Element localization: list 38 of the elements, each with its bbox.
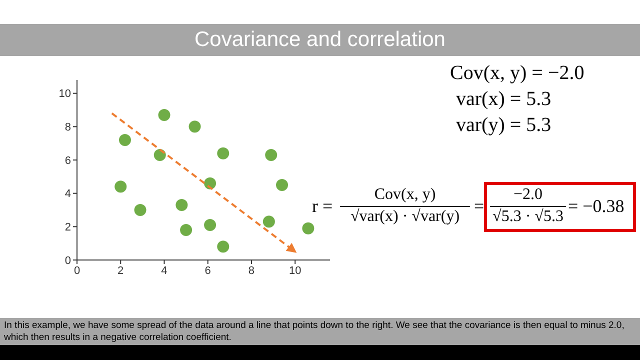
text: var(x) = 5.3 [456, 88, 552, 111]
point [265, 149, 278, 161]
point [114, 180, 127, 193]
text: Cov(x, y) [373, 186, 437, 204]
point [176, 199, 188, 211]
text: Cov(x, y) = −2.0 [450, 62, 584, 85]
text: = [474, 196, 484, 217]
text: √5.3 · √5.3 [490, 206, 566, 226]
x-tick-label: 4 [161, 264, 168, 277]
point [118, 134, 131, 146]
point [217, 240, 230, 253]
chart-title: Covariance and correlation [0, 24, 640, 56]
x-tick-label: 8 [248, 264, 255, 277]
y-tick-label: 4 [64, 188, 71, 200]
y-tick-label: 0 [64, 254, 71, 267]
point [262, 216, 275, 228]
point [134, 204, 146, 216]
point [302, 222, 314, 234]
point [180, 224, 192, 236]
text: −2.0 [512, 186, 544, 204]
x-tick-label: 2 [118, 264, 124, 277]
x-tick-label: 0 [74, 264, 80, 277]
text: √var(x) · √var(y) [340, 206, 470, 226]
y-tick-label: 8 [64, 122, 71, 134]
y-tick-label: 2 [64, 222, 71, 234]
x-tick-label: 10 [288, 264, 302, 277]
y-tick-label: 10 [58, 88, 71, 100]
point [217, 147, 230, 160]
point [188, 120, 201, 133]
point [204, 219, 216, 231]
point [276, 179, 288, 191]
text: In this example, we have some spread of the data around a line that points down to the right. We see that the covariance is then equal to minus 2.0, which then results in a negative correlation coefficient. [0, 318, 640, 345]
y-tick-label: 6 [64, 154, 71, 167]
x-tick-label: 6 [204, 264, 211, 277]
text: var(y) = 5.3 [456, 114, 552, 137]
annotation: r = [312, 196, 333, 217]
point [158, 109, 170, 121]
text: = −0.38 [568, 196, 624, 217]
